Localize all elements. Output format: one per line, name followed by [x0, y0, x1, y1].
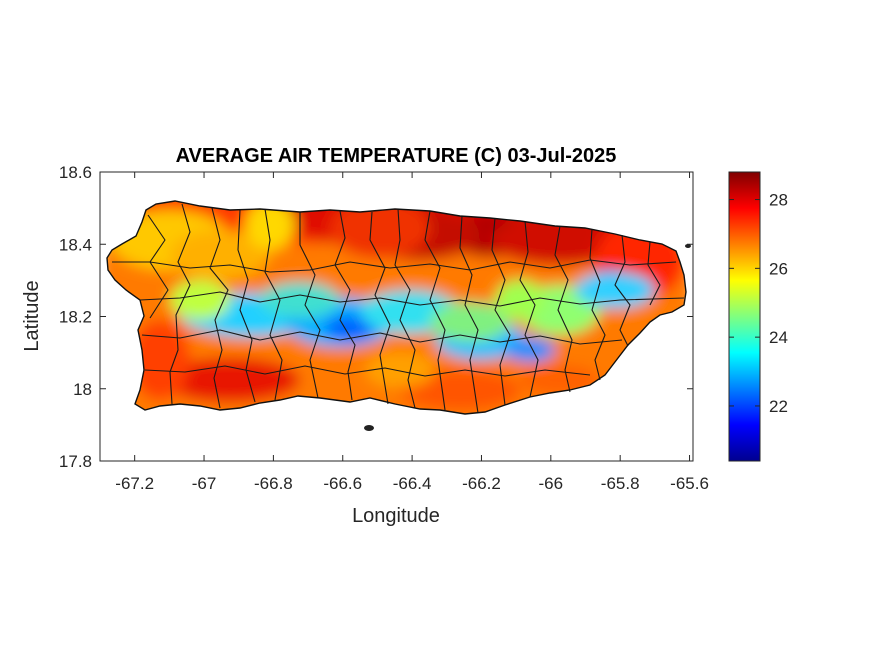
municipality-border	[144, 365, 591, 377]
islet-east	[685, 244, 691, 248]
x-tick-label: -67.2	[115, 474, 154, 493]
y-tick-label: 18.6	[59, 163, 92, 182]
x-tick-label: -65.6	[670, 474, 709, 493]
municipality-border	[112, 259, 677, 273]
x-tick-label: -66.2	[462, 474, 501, 493]
y-tick-label: 18	[73, 380, 92, 399]
x-tick-label: -65.8	[601, 474, 640, 493]
islet-caja-de-muertos	[364, 425, 374, 431]
y-tick-label: 18.4	[59, 235, 92, 254]
x-tick-label: -66.8	[254, 474, 293, 493]
y-axis: 17.8 18 18.2 18.4 18.6	[59, 163, 693, 471]
y-tick-label: 18.2	[59, 308, 92, 327]
municipality-border	[209, 207, 229, 409]
x-tick-label: -66.6	[323, 474, 362, 493]
y-tick-label: 17.8	[59, 452, 92, 471]
municipality-border	[424, 210, 446, 411]
municipality-border	[519, 220, 539, 398]
municipality-border	[299, 212, 321, 399]
municipality-border	[491, 217, 511, 406]
municipality-border	[554, 225, 573, 393]
municipality-border	[647, 241, 661, 306]
x-tick-label: -66	[539, 474, 564, 493]
municipality-border	[139, 291, 685, 307]
temperature-field	[107, 201, 686, 414]
x-tick-label: -66.4	[393, 474, 432, 493]
y-axis-label: Latitude	[21, 280, 43, 351]
municipality-border	[459, 215, 479, 414]
islets	[364, 244, 691, 431]
colorbar: 22 24 26 28	[728, 171, 788, 462]
colorbar-tick-label: 26	[769, 259, 788, 278]
municipality-border	[334, 210, 356, 401]
x-tick-label: -67	[192, 474, 217, 493]
municipality-border	[264, 208, 283, 401]
municipality-border	[141, 329, 623, 345]
municipality-border	[369, 211, 391, 405]
x-axis-label: Longitude	[352, 505, 440, 527]
colorbar-tick-label: 22	[769, 397, 788, 416]
colorbar-tick-label: 28	[769, 191, 788, 210]
x-axis: -67.2 -67 -66.8 -66.6 -66.4 -66.2 -66 -65.8 -65.…	[115, 172, 709, 493]
colorbar-tick-label: 24	[769, 328, 788, 347]
municipality-boundaries	[112, 203, 685, 414]
municipality-border	[589, 228, 606, 381]
colorbar-ticks: 22 24 26 28	[729, 191, 788, 416]
chart-title: AVERAGE AIR TEMPERATURE (C) 03-Jul-2025	[176, 145, 617, 167]
municipality-border	[614, 234, 631, 347]
municipality-border	[394, 208, 416, 409]
municipality-border	[169, 203, 191, 405]
colorbar-gradient	[728, 171, 761, 462]
